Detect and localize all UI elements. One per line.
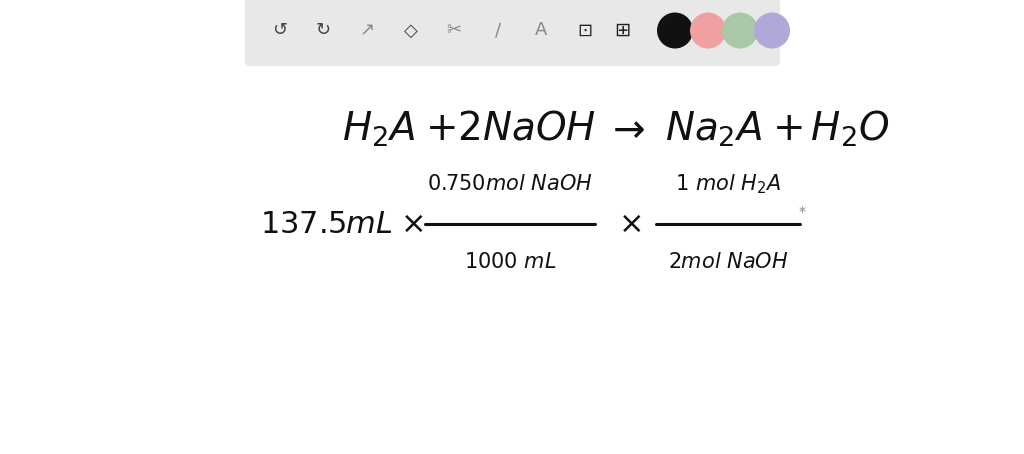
Text: $H_2A$: $H_2A$ (342, 109, 416, 148)
Text: $Na_2A$: $Na_2A$ (665, 109, 762, 148)
Circle shape (657, 13, 693, 49)
Text: $\times$: $\times$ (618, 208, 642, 240)
Circle shape (754, 13, 790, 49)
Text: ◇: ◇ (403, 21, 418, 39)
Text: $+2NaOH$: $+2NaOH$ (425, 110, 596, 148)
Text: $\rightarrow$: $\rightarrow$ (605, 110, 645, 148)
Text: ⊞: ⊞ (613, 21, 630, 40)
Circle shape (690, 13, 726, 49)
Text: *: * (799, 205, 806, 219)
Text: ∕: ∕ (495, 21, 501, 39)
Text: ⊡: ⊡ (578, 21, 593, 39)
Text: ✂: ✂ (446, 21, 462, 39)
Circle shape (722, 13, 758, 49)
Text: $+\,H_2O$: $+\,H_2O$ (772, 109, 890, 149)
Text: $1\ mol\ H_2A$: $1\ mol\ H_2A$ (675, 172, 781, 196)
Text: ↻: ↻ (316, 21, 331, 39)
Text: ↺: ↺ (272, 21, 288, 39)
Text: $2mol\ NaOH$: $2mol\ NaOH$ (668, 252, 788, 272)
FancyBboxPatch shape (245, 0, 780, 66)
Text: $137.5mL$: $137.5mL$ (260, 208, 392, 240)
Text: A: A (536, 21, 548, 39)
Text: $0.750mol\ NaOH$: $0.750mol\ NaOH$ (427, 174, 593, 194)
Text: $1000\ mL$: $1000\ mL$ (464, 252, 556, 272)
Text: $\times$: $\times$ (400, 208, 424, 240)
Text: ↗: ↗ (359, 21, 375, 39)
